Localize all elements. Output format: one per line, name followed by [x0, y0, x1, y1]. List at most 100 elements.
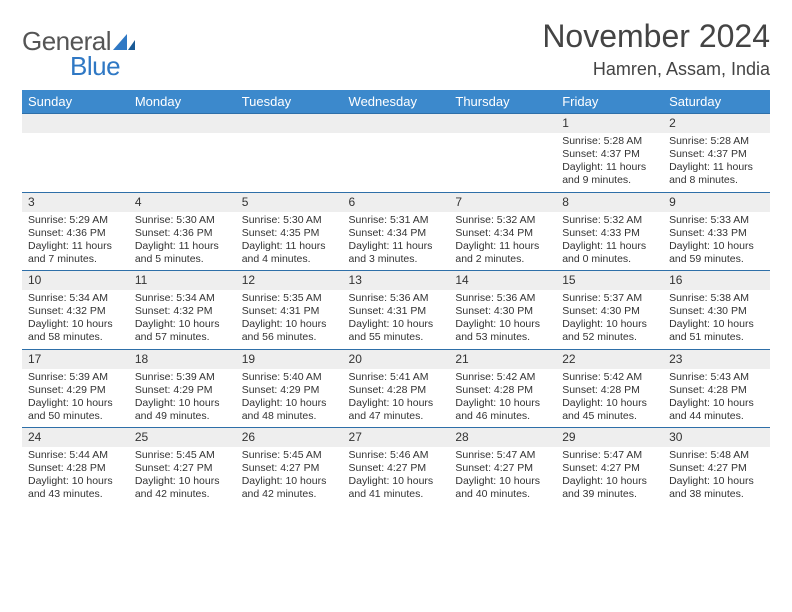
day-dl2: and 50 minutes.: [28, 410, 123, 423]
day-dl1: Daylight: 10 hours: [349, 318, 444, 331]
day-data-cell: Sunrise: 5:37 AMSunset: 4:30 PMDaylight:…: [556, 290, 663, 349]
day-data-cell: Sunrise: 5:45 AMSunset: 4:27 PMDaylight:…: [236, 447, 343, 506]
day-sr: Sunrise: 5:29 AM: [28, 214, 123, 227]
day-data-row: Sunrise: 5:39 AMSunset: 4:29 PMDaylight:…: [22, 369, 770, 428]
day-ss: Sunset: 4:30 PM: [669, 305, 764, 318]
day-number-cell: 3: [22, 192, 129, 212]
day-sr: Sunrise: 5:45 AM: [242, 449, 337, 462]
day-data-cell: [22, 133, 129, 192]
day-ss: Sunset: 4:27 PM: [455, 462, 550, 475]
day-dl1: Daylight: 10 hours: [28, 475, 123, 488]
day-number-cell: 9: [663, 192, 770, 212]
day-dl2: and 45 minutes.: [562, 410, 657, 423]
day-data-cell: Sunrise: 5:32 AMSunset: 4:34 PMDaylight:…: [449, 212, 556, 271]
day-dl1: Daylight: 10 hours: [669, 475, 764, 488]
day-ss: Sunset: 4:27 PM: [135, 462, 230, 475]
day-dl2: and 56 minutes.: [242, 331, 337, 344]
day-data-cell: Sunrise: 5:36 AMSunset: 4:31 PMDaylight:…: [343, 290, 450, 349]
day-sr: Sunrise: 5:35 AM: [242, 292, 337, 305]
day-number-cell: [22, 114, 129, 134]
day-sr: Sunrise: 5:39 AM: [135, 371, 230, 384]
day-dl1: Daylight: 10 hours: [242, 475, 337, 488]
day-number-cell: [449, 114, 556, 134]
day-number-cell: 19: [236, 349, 343, 369]
day-dl1: Daylight: 10 hours: [135, 318, 230, 331]
daynum-row: 12: [22, 114, 770, 134]
weekday-header: Monday: [129, 90, 236, 114]
day-sr: Sunrise: 5:47 AM: [562, 449, 657, 462]
day-dl2: and 55 minutes.: [349, 331, 444, 344]
weekday-header: Saturday: [663, 90, 770, 114]
day-data-cell: Sunrise: 5:33 AMSunset: 4:33 PMDaylight:…: [663, 212, 770, 271]
day-ss: Sunset: 4:31 PM: [349, 305, 444, 318]
day-number-cell: 20: [343, 349, 450, 369]
day-number-cell: 6: [343, 192, 450, 212]
day-dl1: Daylight: 10 hours: [349, 475, 444, 488]
logo-text-blue: Blue: [70, 51, 120, 81]
day-sr: Sunrise: 5:41 AM: [349, 371, 444, 384]
day-sr: Sunrise: 5:32 AM: [562, 214, 657, 227]
day-data-cell: [236, 133, 343, 192]
day-sr: Sunrise: 5:28 AM: [562, 135, 657, 148]
day-ss: Sunset: 4:31 PM: [242, 305, 337, 318]
day-sr: Sunrise: 5:34 AM: [135, 292, 230, 305]
day-dl2: and 39 minutes.: [562, 488, 657, 501]
day-number-cell: 16: [663, 271, 770, 291]
day-dl1: Daylight: 10 hours: [28, 318, 123, 331]
weekday-header: Tuesday: [236, 90, 343, 114]
weekday-header: Friday: [556, 90, 663, 114]
day-data-row: Sunrise: 5:44 AMSunset: 4:28 PMDaylight:…: [22, 447, 770, 506]
day-ss: Sunset: 4:28 PM: [349, 384, 444, 397]
day-ss: Sunset: 4:36 PM: [28, 227, 123, 240]
day-dl1: Daylight: 10 hours: [135, 475, 230, 488]
day-dl2: and 2 minutes.: [455, 253, 550, 266]
day-sr: Sunrise: 5:44 AM: [28, 449, 123, 462]
day-dl2: and 8 minutes.: [669, 174, 764, 187]
day-sr: Sunrise: 5:38 AM: [669, 292, 764, 305]
day-dl1: Daylight: 10 hours: [455, 318, 550, 331]
header: General Blue November 2024 Hamren, Assam…: [22, 18, 770, 82]
day-data-row: Sunrise: 5:34 AMSunset: 4:32 PMDaylight:…: [22, 290, 770, 349]
day-dl2: and 47 minutes.: [349, 410, 444, 423]
day-data-cell: [449, 133, 556, 192]
day-dl2: and 44 minutes.: [669, 410, 764, 423]
day-number-cell: 8: [556, 192, 663, 212]
day-data-cell: Sunrise: 5:28 AMSunset: 4:37 PMDaylight:…: [663, 133, 770, 192]
day-dl1: Daylight: 10 hours: [562, 397, 657, 410]
day-ss: Sunset: 4:33 PM: [669, 227, 764, 240]
day-sr: Sunrise: 5:30 AM: [242, 214, 337, 227]
day-number-cell: 30: [663, 428, 770, 448]
day-dl1: Daylight: 10 hours: [669, 240, 764, 253]
day-dl1: Daylight: 11 hours: [562, 161, 657, 174]
day-dl1: Daylight: 11 hours: [562, 240, 657, 253]
day-dl1: Daylight: 11 hours: [349, 240, 444, 253]
day-data-cell: Sunrise: 5:39 AMSunset: 4:29 PMDaylight:…: [129, 369, 236, 428]
weekday-header: Thursday: [449, 90, 556, 114]
daynum-row: 10111213141516: [22, 271, 770, 291]
day-data-cell: Sunrise: 5:43 AMSunset: 4:28 PMDaylight:…: [663, 369, 770, 428]
day-dl2: and 5 minutes.: [135, 253, 230, 266]
day-ss: Sunset: 4:27 PM: [242, 462, 337, 475]
day-number-cell: 27: [343, 428, 450, 448]
day-dl1: Daylight: 11 hours: [28, 240, 123, 253]
day-data-cell: Sunrise: 5:30 AMSunset: 4:35 PMDaylight:…: [236, 212, 343, 271]
day-number-cell: 18: [129, 349, 236, 369]
day-dl2: and 7 minutes.: [28, 253, 123, 266]
day-number-cell: 14: [449, 271, 556, 291]
day-dl2: and 3 minutes.: [349, 253, 444, 266]
day-data-cell: Sunrise: 5:42 AMSunset: 4:28 PMDaylight:…: [556, 369, 663, 428]
day-dl2: and 4 minutes.: [242, 253, 337, 266]
day-number-cell: 24: [22, 428, 129, 448]
day-data-row: Sunrise: 5:29 AMSunset: 4:36 PMDaylight:…: [22, 212, 770, 271]
day-data-cell: Sunrise: 5:47 AMSunset: 4:27 PMDaylight:…: [556, 447, 663, 506]
day-data-cell: Sunrise: 5:34 AMSunset: 4:32 PMDaylight:…: [129, 290, 236, 349]
day-number-cell: 21: [449, 349, 556, 369]
day-dl1: Daylight: 11 hours: [669, 161, 764, 174]
day-dl2: and 51 minutes.: [669, 331, 764, 344]
day-sr: Sunrise: 5:32 AM: [455, 214, 550, 227]
day-ss: Sunset: 4:28 PM: [562, 384, 657, 397]
day-dl2: and 42 minutes.: [242, 488, 337, 501]
day-number-cell: 17: [22, 349, 129, 369]
day-data-cell: Sunrise: 5:36 AMSunset: 4:30 PMDaylight:…: [449, 290, 556, 349]
day-dl2: and 52 minutes.: [562, 331, 657, 344]
